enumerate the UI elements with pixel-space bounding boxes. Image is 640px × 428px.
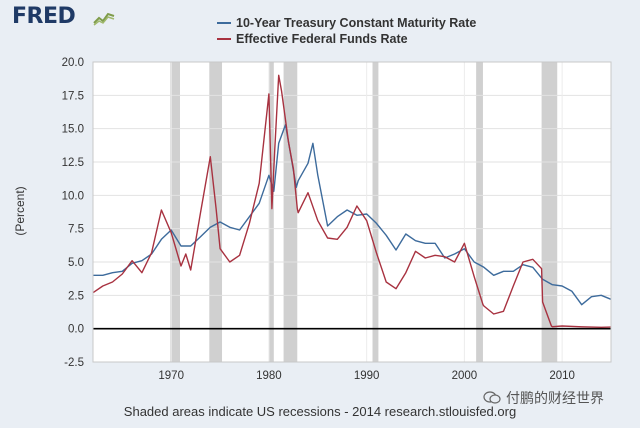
y-tick-label: 2.5 xyxy=(68,290,84,302)
y-axis-label: (Percent) xyxy=(13,186,27,235)
recession-band xyxy=(476,62,483,362)
legend-swatch-blue xyxy=(217,22,231,24)
recession-band xyxy=(283,62,298,362)
y-tick-label: 20.0 xyxy=(62,57,84,69)
series-line-fed-funds xyxy=(92,74,612,328)
watermark-text: 付鹏的财经世界 xyxy=(506,390,604,406)
plot-border xyxy=(92,61,612,363)
chart-legend: 10-Year Treasury Constant Maturity Rate … xyxy=(217,15,476,47)
y-tick-label: 12.5 xyxy=(62,157,84,169)
y-tick-label: 5.0 xyxy=(68,257,84,269)
legend-swatch-red xyxy=(217,38,231,40)
legend-item: Effective Federal Funds Rate xyxy=(217,31,476,47)
watermark: 付鹏的财经世界 xyxy=(483,388,604,408)
y-tick-label: 10.0 xyxy=(62,190,84,202)
recession-band xyxy=(541,62,558,362)
y-tick-label: 7.5 xyxy=(68,224,84,236)
x-tick-label: 1970 xyxy=(158,370,184,382)
y-tick-label: 15.0 xyxy=(62,124,84,136)
chat-bubble-icon xyxy=(483,391,501,404)
x-tick-label: 2010 xyxy=(549,370,575,382)
legend-label: Effective Federal Funds Rate xyxy=(236,32,408,46)
y-tick-label: -2.5 xyxy=(64,357,84,369)
legend-label: 10-Year Treasury Constant Maturity Rate xyxy=(236,16,477,30)
legend-item: 10-Year Treasury Constant Maturity Rate xyxy=(217,15,476,31)
series-line-10yr-treasury xyxy=(93,123,612,306)
recession-band xyxy=(170,62,180,362)
x-tick-label: 1990 xyxy=(354,370,380,382)
recession-band xyxy=(209,62,223,362)
footer-note: Shaded areas indicate US recessions - 20… xyxy=(123,404,517,419)
x-tick-label: 1980 xyxy=(256,370,282,382)
y-tick-label: 0.0 xyxy=(68,324,84,336)
fred-logo: FRED xyxy=(12,4,76,29)
recession-band xyxy=(372,62,379,362)
y-tick-label: 17.5 xyxy=(62,90,84,102)
fred-logo-chart-icon xyxy=(93,12,115,26)
recession-band xyxy=(268,62,274,362)
x-tick-label: 2000 xyxy=(452,370,478,382)
